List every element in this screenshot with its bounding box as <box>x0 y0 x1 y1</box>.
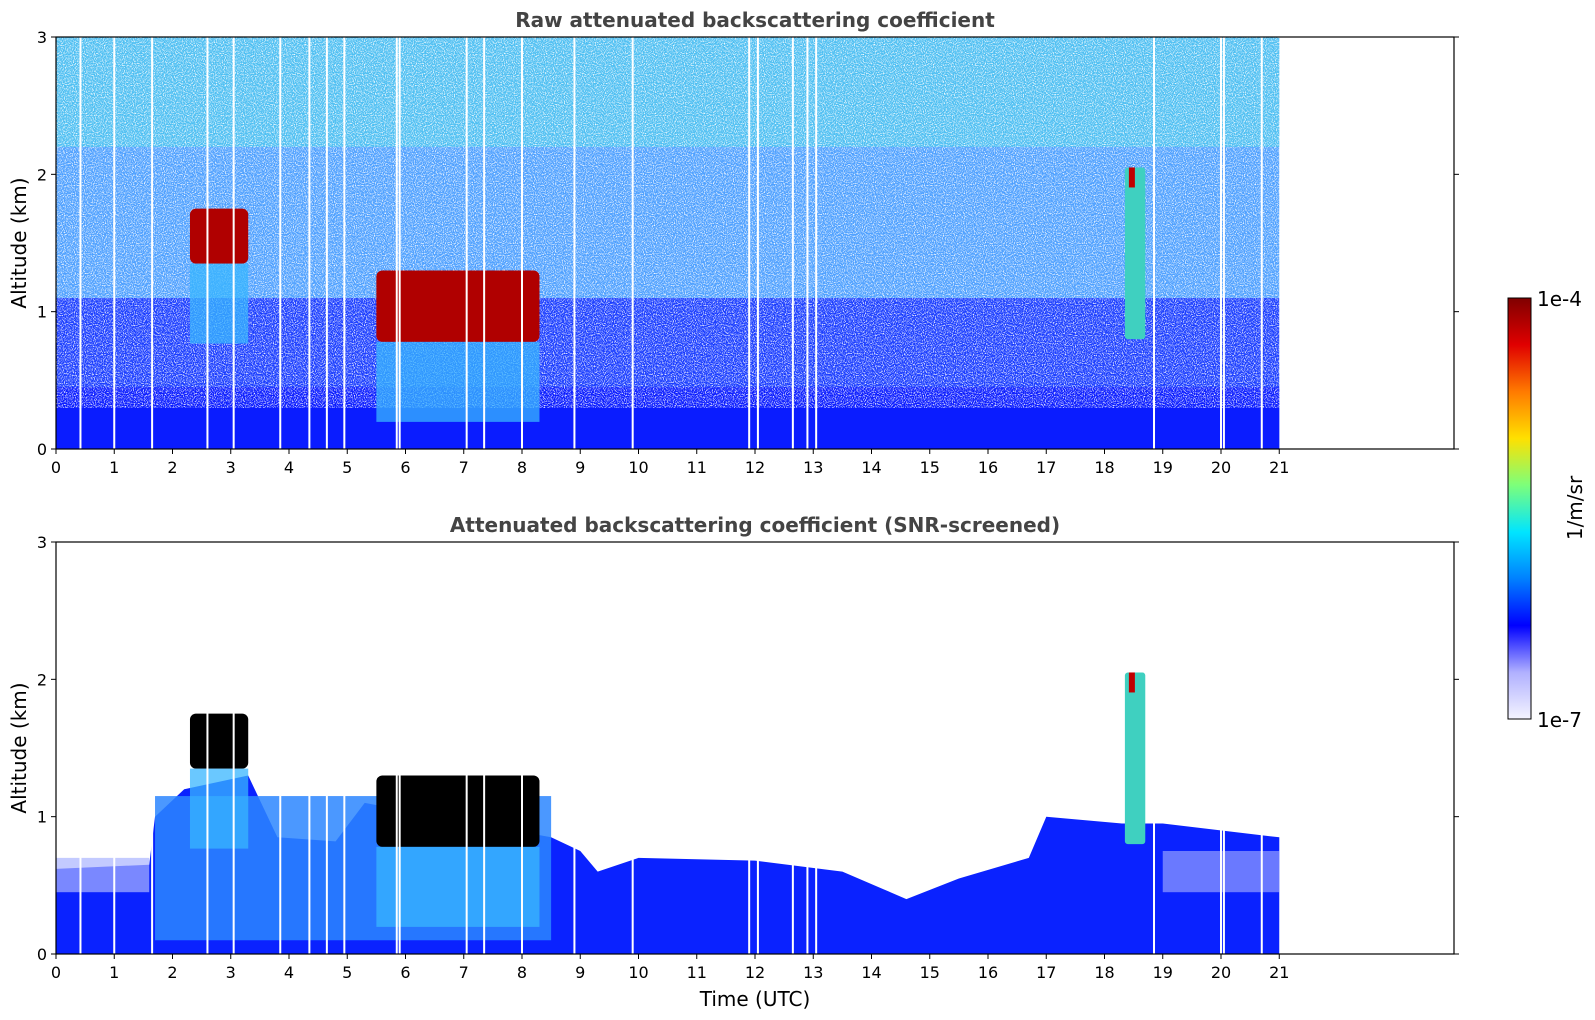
x-tick-label: 19 <box>1153 458 1173 477</box>
cloud-virga <box>189 263 249 344</box>
x-tick-label: 3 <box>226 963 236 982</box>
x-tick-label: 17 <box>1036 963 1056 982</box>
cloud-virga <box>376 341 540 422</box>
x-tick-label: 20 <box>1211 963 1231 982</box>
x-tick-label: 19 <box>1153 963 1173 982</box>
raw-panel: Raw attenuated backscattering coefficien… <box>7 8 1459 477</box>
x-tick-label: 3 <box>226 458 236 477</box>
y-tick-label: 2 <box>37 165 47 184</box>
raw-y-axis: 0 1 2 3 <box>37 28 1459 459</box>
screened-x-axis: 0 1 2 3 4 5 6 7 8 9 10 11 12 13 14 15 16 17 18 19 20 21 <box>51 954 1289 982</box>
x-tick-label: 18 <box>1094 963 1114 982</box>
x-tick-label: 17 <box>1036 458 1056 477</box>
raw-panel-title: Raw attenuated backscattering coefficien… <box>515 8 995 32</box>
x-tick-label: 14 <box>861 963 881 982</box>
x-tick-label: 4 <box>284 963 294 982</box>
y-tick-label: 3 <box>37 28 47 47</box>
x-tick-label: 14 <box>861 458 881 477</box>
cloud-feature <box>189 208 249 264</box>
screened-heatmap <box>56 542 1280 954</box>
screened-y-axis-label: Altitude (km) <box>7 682 31 813</box>
raw-heatmap <box>56 37 1280 449</box>
cloud-virga <box>189 768 249 849</box>
x-tick-label: 15 <box>920 458 940 477</box>
colorbar-max-label: 1e-4 <box>1537 287 1582 311</box>
x-tick-label: 11 <box>687 458 707 477</box>
screened-fringe <box>56 857 150 893</box>
y-tick-label: 0 <box>37 945 47 964</box>
x-tick-label: 5 <box>342 458 352 477</box>
x-tick-label: 10 <box>628 458 648 477</box>
raw-speckle <box>56 37 1280 408</box>
x-tick-label: 12 <box>745 963 765 982</box>
x-tick-label: 8 <box>517 458 527 477</box>
x-tick-label: 7 <box>459 963 469 982</box>
x-tick-label: 1 <box>109 963 119 982</box>
x-tick-label: 4 <box>284 458 294 477</box>
cloud-virga <box>376 846 540 927</box>
x-tick-label: 13 <box>803 458 823 477</box>
raw-x-axis: 0 1 2 3 4 5 6 7 8 9 10 11 12 13 14 15 16 17 18 19 20 21 <box>51 449 1289 477</box>
plume-top <box>1128 672 1135 693</box>
cloud-feature <box>376 270 540 342</box>
x-tick-label: 21 <box>1269 963 1289 982</box>
screened-x-axis-label: Time (UTC) <box>699 987 811 1011</box>
colorbar-bar <box>1507 297 1532 720</box>
x-tick-label: 7 <box>459 458 469 477</box>
x-tick-label: 12 <box>745 458 765 477</box>
y-tick-label: 2 <box>37 670 47 689</box>
screened-panel: Attenuated backscattering coefficient (S… <box>7 513 1459 1011</box>
y-tick-label: 3 <box>37 533 47 552</box>
x-tick-label: 11 <box>687 963 707 982</box>
x-tick-label: 8 <box>517 963 527 982</box>
x-tick-label: 9 <box>575 963 585 982</box>
screened-y-axis: 0 1 2 3 <box>37 533 1459 964</box>
screened-panel-title: Attenuated backscattering coefficient (S… <box>450 513 1060 537</box>
x-tick-label: 0 <box>51 963 61 982</box>
x-tick-label: 0 <box>51 458 61 477</box>
colorbar-unit-label: 1/m/sr <box>1563 475 1587 540</box>
y-tick-label: 1 <box>37 303 47 322</box>
colorbar: 1e-4 1e-7 1/m/sr <box>1507 287 1587 732</box>
x-tick-label: 15 <box>920 963 940 982</box>
x-tick-label: 16 <box>978 963 998 982</box>
colorbar-min-label: 1e-7 <box>1537 708 1582 732</box>
plume-top <box>1128 167 1135 188</box>
cloud-feature <box>376 775 540 847</box>
plume-feature <box>1124 167 1146 340</box>
x-tick-label: 13 <box>803 963 823 982</box>
x-tick-label: 5 <box>342 963 352 982</box>
x-tick-label: 2 <box>167 458 177 477</box>
x-tick-label: 18 <box>1094 458 1114 477</box>
plume-feature <box>1124 672 1146 845</box>
x-tick-label: 10 <box>628 963 648 982</box>
x-tick-label: 20 <box>1211 458 1231 477</box>
x-tick-label: 9 <box>575 458 585 477</box>
x-tick-label: 16 <box>978 458 998 477</box>
x-tick-label: 1 <box>109 458 119 477</box>
x-tick-label: 21 <box>1269 458 1289 477</box>
x-tick-label: 6 <box>400 963 410 982</box>
y-tick-label: 0 <box>37 440 47 459</box>
x-tick-label: 6 <box>400 458 410 477</box>
raw-y-axis-label: Altitude (km) <box>7 177 31 308</box>
x-tick-label: 2 <box>167 963 177 982</box>
y-tick-label: 1 <box>37 808 47 827</box>
cloud-feature <box>189 713 249 769</box>
